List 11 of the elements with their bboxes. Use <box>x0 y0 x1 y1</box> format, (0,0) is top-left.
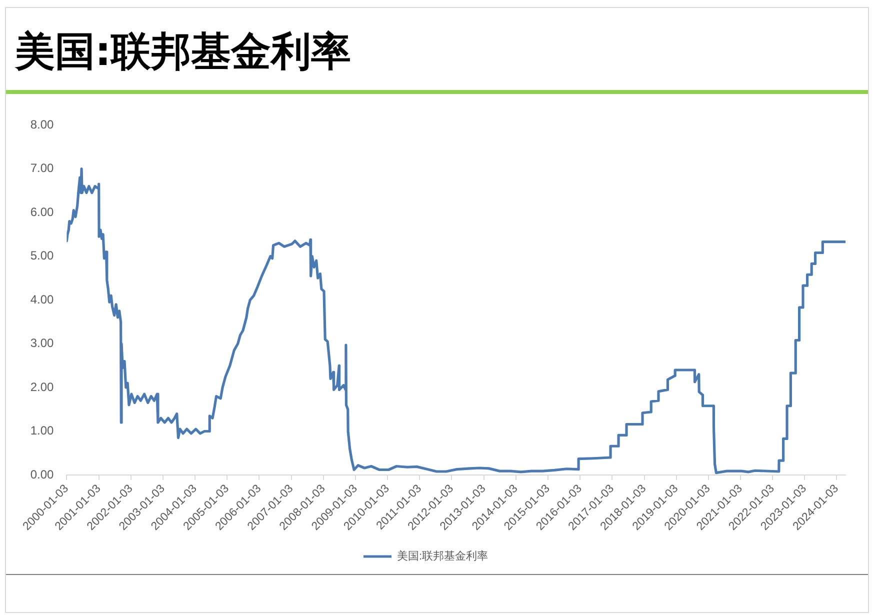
legend-label: 美国:联邦基金利率 <box>396 550 488 563</box>
y-tick-label: 6.00 <box>30 204 54 219</box>
y-tick-label: 3.00 <box>30 336 54 350</box>
y-tick-label: 0.00 <box>30 467 54 482</box>
y-tick-label: 8.00 <box>30 117 54 132</box>
y-tick-label: 1.00 <box>30 424 54 438</box>
y-tick-label: 4.00 <box>30 292 54 306</box>
y-tick-label: 5.00 <box>30 248 54 263</box>
y-tick-label: 7.00 <box>30 161 54 176</box>
y-tick-label: 2.00 <box>30 380 54 394</box>
chart-title: 美国:联邦基金利率 <box>15 29 351 75</box>
